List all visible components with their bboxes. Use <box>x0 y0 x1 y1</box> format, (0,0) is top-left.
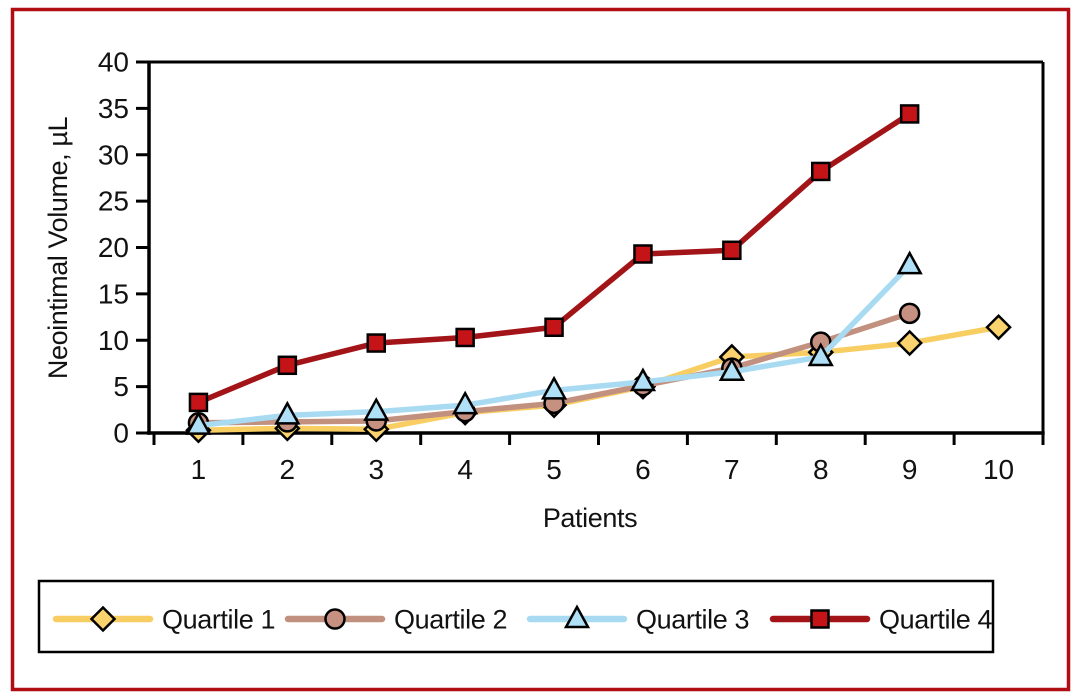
triangle-marker-icon <box>563 604 591 629</box>
legend-item-quartile-1: Quartile 1 <box>52 605 275 635</box>
legend-label-quartile-2: Quartile 2 <box>394 605 507 635</box>
legend-label-quartile-1: Quartile 1 <box>162 605 275 635</box>
x-tick-label: 8 <box>813 454 829 485</box>
triangle-marker-icon <box>629 367 657 392</box>
legend-label-quartile-3: Quartile 3 <box>636 605 749 635</box>
x-tick-label: 6 <box>635 454 651 485</box>
legend-item-quartile-4: Quartile 4 <box>769 605 993 635</box>
triangle-marker-icon <box>896 250 923 275</box>
triangle-marker-icon <box>540 375 568 400</box>
square-marker-icon <box>455 327 475 348</box>
triangle-marker-icon <box>718 357 745 382</box>
square-marker-icon <box>188 392 209 413</box>
legend-item-quartile-3: Quartile 3 <box>526 604 749 635</box>
square-marker-icon <box>277 355 298 376</box>
square-marker-icon <box>810 609 830 629</box>
square-marker-icon <box>633 244 653 264</box>
y-tick-label: 10 <box>98 325 129 356</box>
y-tick-label: 5 <box>113 371 129 402</box>
square-marker-icon <box>366 333 386 353</box>
x-tick-label: 2 <box>280 454 296 485</box>
diamond-marker-icon <box>896 329 923 357</box>
y-tick-label: 0 <box>113 418 129 449</box>
y-tick-label: 35 <box>98 93 129 124</box>
x-tick-label: 5 <box>546 454 562 485</box>
y-tick-label: 30 <box>98 139 129 170</box>
x-tick-label: 4 <box>457 454 473 485</box>
legend-label-quartile-4: Quartile 4 <box>879 605 992 635</box>
square-marker-icon <box>899 104 920 124</box>
x-tick-label: 3 <box>368 454 384 485</box>
triangle-marker-icon <box>274 400 301 425</box>
legend: Quartile 1 Quartile 2 Quartile 3 Quartile 4 <box>37 579 995 654</box>
triangle-marker-icon <box>807 342 834 367</box>
series-quartile-4 <box>188 104 920 413</box>
square-marker-icon <box>544 317 564 338</box>
x-tick-label: 10 <box>983 454 1014 485</box>
circle-marker-icon <box>324 608 346 630</box>
series-quartile-3 <box>185 250 923 435</box>
diamond-marker-icon <box>89 605 117 633</box>
y-tick-label: 20 <box>98 232 129 263</box>
x-tick-label: 1 <box>191 454 207 485</box>
y-axis-title: Neointimal Volume, µL <box>43 116 73 379</box>
diamond-marker-icon <box>985 313 1012 341</box>
triangle-marker-icon <box>452 390 479 415</box>
square-marker-icon <box>811 161 831 182</box>
y-tick-label: 40 <box>98 47 129 78</box>
figure-border <box>10 7 1071 692</box>
x-tick-label: 9 <box>902 454 918 485</box>
triangle-marker-icon <box>363 397 390 421</box>
y-tick-label: 25 <box>98 186 129 217</box>
x-tick-label: 7 <box>724 454 740 485</box>
x-axis-title: Patients <box>543 503 637 533</box>
triangle-marker-icon <box>185 410 212 435</box>
square-marker-icon <box>722 240 742 261</box>
circle-marker-icon <box>898 302 921 325</box>
y-tick-label: 15 <box>98 278 129 309</box>
legend-item-quartile-2: Quartile 2 <box>284 605 507 635</box>
